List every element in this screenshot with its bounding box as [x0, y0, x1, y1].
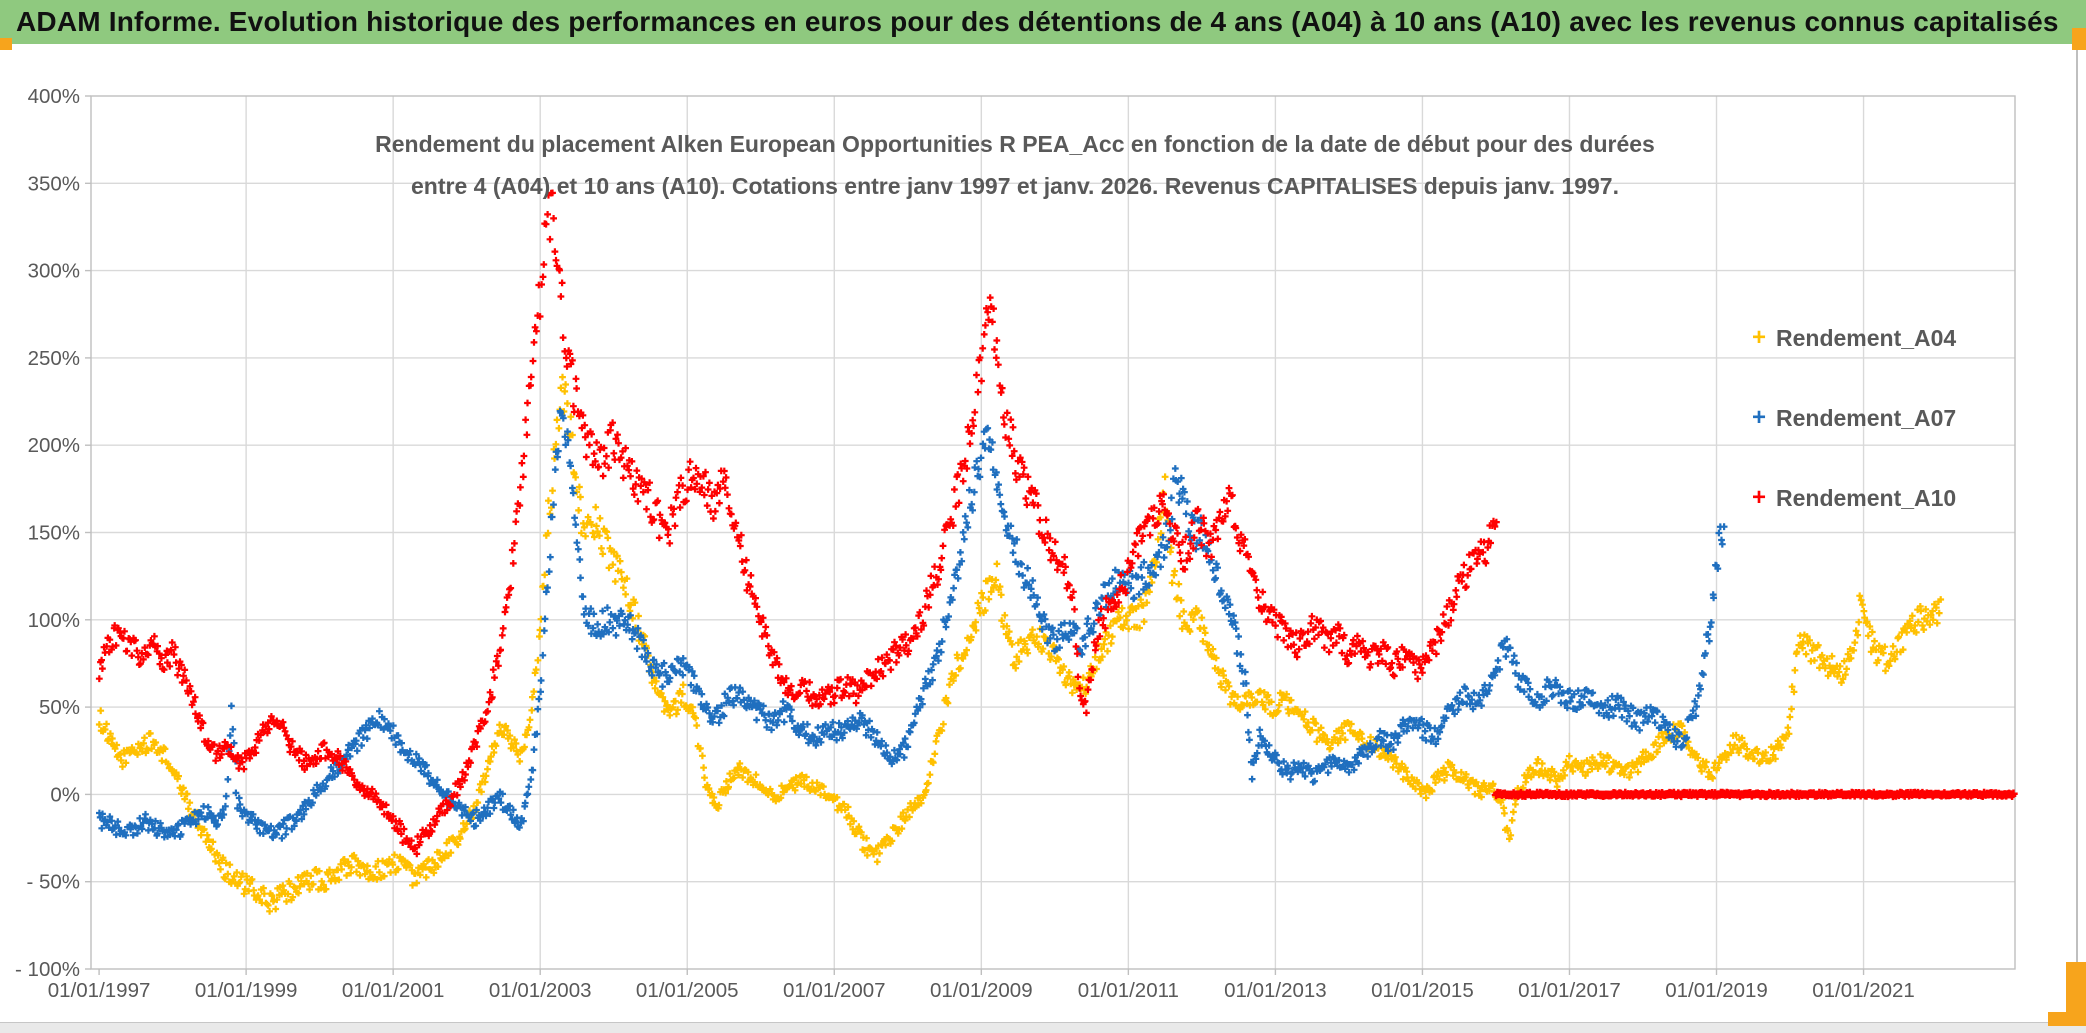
series-Rendement_A10-zero-markers	[1491, 788, 2018, 801]
x-tick-label: 01/01/2011	[1078, 979, 1179, 1002]
x-tick-label: 01/01/2001	[342, 979, 445, 1002]
orange-corner-accent	[0, 38, 12, 50]
y-tick-label: 0%	[50, 783, 80, 806]
chart-plot-area[interactable]: 400% 350% 300% 250% 200% 150% 100% 50% 0% - 50% - …	[0, 46, 2086, 1022]
x-tick-label: 01/01/1997	[48, 979, 151, 1002]
chart-title: Rendement du placement Alken European Op…	[330, 123, 1700, 207]
x-tick-label: 01/01/2021	[1812, 979, 1915, 1002]
legend-label: Rendement_A10	[1776, 484, 1957, 511]
bottom-strip	[0, 1022, 2086, 1033]
x-tick-label: 01/01/2019	[1665, 979, 1768, 1002]
chart-title-line2: entre 4 (A04) et 10 ans (A10). Cotations…	[411, 173, 1619, 199]
legend-label: Rendement_A07	[1776, 404, 1957, 431]
orange-corner-accent	[2066, 962, 2086, 1026]
x-tick-label: 01/01/2017	[1518, 979, 1621, 1002]
card-right-border	[2076, 46, 2078, 1022]
gridlines	[90, 95, 2016, 970]
y-tick-label: - 50%	[26, 871, 80, 894]
chart-card: 400% 350% 300% 250% 200% 150% 100% 50% 0% - 50% - …	[0, 46, 2086, 1022]
axis-labels: 400% 350% 300% 250% 200% 150% 100% 50% 0% - 50% - …	[15, 85, 1915, 1002]
plus-marker-icon: +	[1751, 324, 1766, 351]
y-tick-label: 250%	[28, 347, 80, 370]
legend-item-a04[interactable]: + Rendement_A04	[1746, 298, 1956, 378]
y-tick-label: 200%	[28, 434, 80, 457]
y-tick-label: 300%	[28, 260, 80, 283]
series-Rendement_A04[interactable]	[95, 373, 1945, 915]
x-tick-label: 01/01/2005	[636, 979, 739, 1002]
orange-corner-accent	[2072, 28, 2086, 50]
plus-marker-icon: +	[1751, 484, 1766, 511]
series-Rendement_A10[interactable]	[95, 189, 1500, 858]
series-Rendement_A07[interactable]	[96, 407, 1728, 842]
axis-ticks	[85, 95, 1865, 975]
legend-item-a07[interactable]: + Rendement_A07	[1746, 378, 1956, 458]
banner: ADAM Informe. Evolution historique des p…	[0, 0, 2086, 44]
plus-marker-icon: +	[1751, 404, 1766, 431]
y-tick-label: 400%	[28, 85, 80, 108]
orange-corner-accent	[2048, 1012, 2086, 1026]
x-tick-label: 01/01/2013	[1224, 979, 1327, 1002]
legend-label: Rendement_A04	[1776, 324, 1957, 351]
y-tick-label: 150%	[28, 522, 80, 545]
x-tick-label: 01/01/2009	[930, 979, 1033, 1002]
x-tick-label: 01/01/1999	[195, 979, 298, 1002]
x-tick-label: 01/01/2007	[783, 979, 886, 1002]
y-tick-label: - 100%	[15, 958, 80, 981]
y-tick-label: 50%	[39, 696, 80, 719]
y-tick-label: 100%	[28, 609, 80, 632]
x-tick-label: 01/01/2003	[489, 979, 592, 1002]
page-title: ADAM Informe. Evolution historique des p…	[16, 6, 2059, 37]
y-tick-label: 350%	[28, 172, 80, 195]
legend-item-a10[interactable]: + Rendement_A10	[1746, 458, 1956, 538]
x-tick-label: 01/01/2015	[1371, 979, 1474, 1002]
chart-title-line1: Rendement du placement Alken European Op…	[375, 131, 1655, 157]
chart-legend: + Rendement_A04 + Rendement_A07 + Rendem…	[1746, 298, 1956, 538]
